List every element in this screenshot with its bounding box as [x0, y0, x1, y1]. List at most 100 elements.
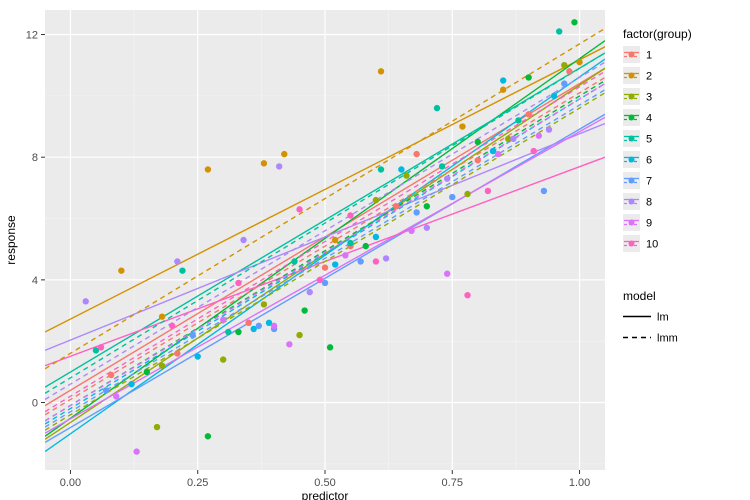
data-point — [317, 277, 323, 283]
y-tick-label: 4 — [32, 275, 38, 287]
x-tick-label: 0.50 — [314, 477, 335, 489]
data-point — [424, 225, 430, 231]
data-point — [383, 255, 389, 261]
data-point — [495, 151, 501, 157]
data-point — [449, 194, 455, 200]
data-point — [240, 237, 246, 243]
legend-group-label: 10 — [646, 239, 658, 251]
data-point — [500, 77, 506, 83]
legend-group-label: 2 — [646, 71, 652, 83]
data-point — [459, 123, 465, 129]
y-tick-label: 12 — [26, 30, 38, 42]
data-point — [347, 212, 353, 218]
chart-container: 0.000.250.500.751.0004812predictorrespon… — [0, 0, 750, 500]
legend-group-label: 6 — [646, 155, 652, 167]
data-point — [245, 320, 251, 326]
legend-group-title: factor(group) — [623, 27, 692, 41]
data-point — [546, 126, 552, 132]
data-point — [515, 117, 521, 123]
data-point — [475, 157, 481, 163]
data-point — [205, 166, 211, 172]
data-point — [556, 28, 562, 34]
data-point — [378, 68, 384, 74]
data-point — [154, 424, 160, 430]
data-point — [296, 206, 302, 212]
data-point — [576, 59, 582, 65]
data-point — [296, 332, 302, 338]
data-point — [464, 292, 470, 298]
data-point — [256, 323, 262, 329]
data-point — [327, 344, 333, 350]
x-tick-label: 1.00 — [569, 477, 590, 489]
data-point — [220, 356, 226, 362]
data-point — [205, 433, 211, 439]
data-point — [286, 341, 292, 347]
legend-group-label: 3 — [646, 92, 652, 104]
data-point — [373, 234, 379, 240]
data-point — [551, 93, 557, 99]
x-tick-label: 0.00 — [60, 477, 81, 489]
data-point — [220, 317, 226, 323]
data-point — [301, 307, 307, 313]
data-point — [464, 191, 470, 197]
data-point — [322, 264, 328, 270]
data-point — [291, 258, 297, 264]
data-point — [571, 19, 577, 25]
data-point — [83, 298, 89, 304]
data-point — [261, 160, 267, 166]
y-tick-label: 0 — [32, 398, 38, 410]
data-point — [439, 163, 445, 169]
data-point — [271, 323, 277, 329]
data-point — [475, 139, 481, 145]
data-point — [307, 289, 313, 295]
data-point — [541, 188, 547, 194]
legend-group-point — [629, 73, 635, 79]
x-tick-label: 0.75 — [442, 477, 463, 489]
legend-group-label: 4 — [646, 113, 652, 125]
legend-group-point — [629, 52, 635, 58]
data-point — [332, 261, 338, 267]
data-point — [189, 332, 195, 338]
y-axis-title: response — [4, 215, 18, 265]
legend-group-point — [629, 220, 635, 226]
data-point — [525, 111, 531, 117]
data-point — [566, 68, 572, 74]
data-point — [444, 271, 450, 277]
data-point — [413, 209, 419, 215]
data-point — [403, 172, 409, 178]
data-point — [363, 243, 369, 249]
data-point — [103, 387, 109, 393]
legend-group-point — [629, 241, 635, 247]
data-point — [174, 350, 180, 356]
data-point — [408, 228, 414, 234]
data-point — [108, 372, 114, 378]
legend-group-point — [629, 199, 635, 205]
data-point — [174, 258, 180, 264]
legend-group-point — [629, 94, 635, 100]
legend-group-point — [629, 178, 635, 184]
data-point — [159, 313, 165, 319]
legend-group-point — [629, 136, 635, 142]
data-point — [159, 363, 165, 369]
data-point — [195, 353, 201, 359]
data-point — [561, 62, 567, 68]
legend-group-label: 8 — [646, 197, 652, 209]
data-point — [342, 252, 348, 258]
data-point — [434, 105, 440, 111]
legend-model-label: lm — [657, 312, 669, 324]
data-point — [347, 240, 353, 246]
data-point — [398, 166, 404, 172]
data-point — [424, 203, 430, 209]
data-point — [235, 280, 241, 286]
data-point — [525, 74, 531, 80]
data-point — [113, 393, 119, 399]
data-point — [561, 80, 567, 86]
legend-group-point — [629, 115, 635, 121]
legend-group-label: 9 — [646, 218, 652, 230]
data-point — [536, 133, 542, 139]
data-point — [373, 197, 379, 203]
data-point — [500, 87, 506, 93]
data-point — [225, 329, 231, 335]
data-point — [133, 448, 139, 454]
data-point — [261, 301, 267, 307]
